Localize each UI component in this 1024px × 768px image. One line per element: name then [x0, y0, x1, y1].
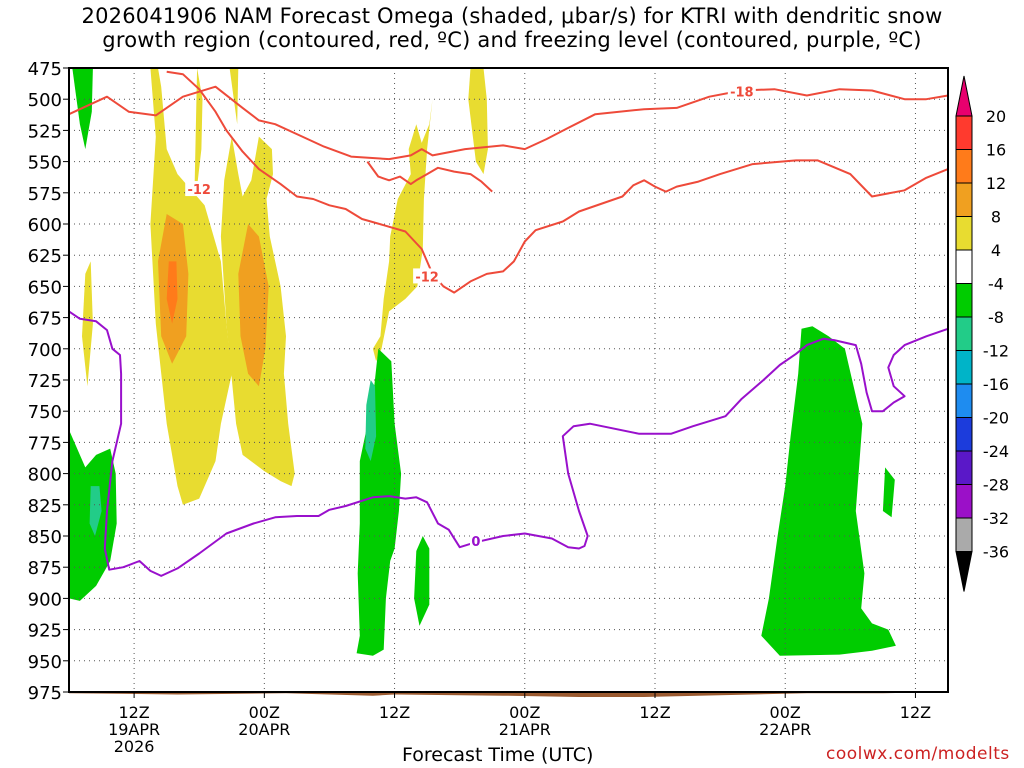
x-tick-label-6-2: 2026 — [114, 737, 155, 756]
contour-label-2: -12 — [415, 270, 439, 285]
colorbar-segment-7 — [955, 350, 973, 385]
colorbar-segment-4 — [955, 249, 973, 284]
x-tick-label-54-0: 12Z — [639, 703, 670, 722]
omega-region-orange-9 — [166, 261, 178, 324]
y-tick-label-925: 925 — [28, 621, 62, 642]
chart-title-line1: 2026041906 NAM Forecast Omega (shaded, μ… — [81, 4, 943, 28]
colorbar-segment-11 — [955, 484, 973, 519]
grid-lines — [69, 67, 948, 693]
contour-label-0: -18 — [730, 86, 754, 101]
ground-fill — [69, 692, 948, 697]
omega-region-yellow-2 — [229, 68, 239, 125]
omega-region-teal-12 — [89, 486, 102, 536]
y-tick-label-500: 500 — [28, 90, 62, 111]
y-tick-label-875: 875 — [28, 558, 62, 579]
y-tick-label-725: 725 — [28, 371, 62, 392]
colorbar-label-13: -36 — [983, 543, 1009, 562]
contour-red-2 — [366, 161, 493, 193]
omega-region-yellow-4 — [82, 261, 93, 387]
colorbar-segment-8 — [955, 383, 973, 418]
omega-shading — [69, 68, 896, 656]
y-tick-label-825: 825 — [28, 496, 62, 517]
omega-region-green-17 — [882, 467, 895, 518]
y-tick-label-775: 775 — [28, 433, 62, 454]
credit-link[interactable]: coolwx.com/modelts — [826, 744, 1010, 764]
omega-region-orange_light-8 — [238, 224, 269, 387]
colorbar-segment-12 — [955, 517, 973, 552]
contour-purple-3 — [68, 310, 949, 577]
y-tick-label-850: 850 — [28, 527, 62, 548]
contour-lines: -18 -12 -12 0 — [68, 70, 949, 577]
omega-region-yellow-6 — [468, 68, 488, 175]
contour-label-bg-0 — [727, 83, 756, 99]
omega-region-green-13 — [356, 348, 402, 656]
omega-region-yellow-0 — [150, 68, 232, 505]
contour-label-bg-1 — [185, 181, 214, 197]
colorbar: 20 16 12 8 4 -4 -8 -12 -16 -20 -24 -28 -32 -36 — [955, 75, 1009, 592]
colorbar-top-arrow — [955, 75, 973, 117]
colorbar-label-0: 20 — [986, 107, 1006, 126]
y-tick-label-600: 600 — [28, 215, 62, 236]
y-tick-label-675: 675 — [28, 309, 62, 330]
colorbar-label-1: 16 — [986, 141, 1006, 160]
x-axis-title: Forecast Time (UTC) — [402, 744, 594, 766]
colorbar-label-6: -8 — [988, 308, 1004, 327]
colorbar-segment-2 — [955, 182, 973, 217]
y-tick-label-700: 700 — [28, 340, 62, 361]
chart-title-line2: growth region (contoured, red, ºC) and f… — [102, 28, 922, 52]
omega-region-teal-14 — [365, 380, 377, 462]
colorbar-segment-3 — [955, 216, 973, 251]
colorbar-label-5: -4 — [988, 275, 1004, 294]
y-tick-label-575: 575 — [28, 184, 62, 205]
colorbar-segment-9 — [955, 417, 973, 452]
omega-region-green-15 — [414, 536, 430, 626]
contour-label-bg-2 — [413, 268, 442, 284]
y-tick-label-950: 950 — [28, 652, 62, 673]
colorbar-label-11: -28 — [983, 476, 1009, 495]
x-tick-label-18-1: 20APR — [238, 720, 290, 739]
colorbar-label-8: -16 — [983, 375, 1009, 394]
x-tick-label-42-1: 21APR — [499, 720, 551, 739]
colorbar-segment-1 — [955, 149, 973, 184]
x-tick-label-6-1: 19APR — [108, 720, 160, 739]
colorbar-bottom-arrow — [955, 551, 973, 592]
colorbar-segment-10 — [955, 450, 973, 485]
y-tick-label-750: 750 — [28, 402, 62, 423]
colorbar-segment-5 — [955, 283, 973, 318]
contour-label-1: -12 — [187, 183, 211, 198]
contour-red-1 — [166, 70, 949, 294]
colorbar-label-4: 4 — [991, 241, 1001, 260]
chart-title: 2026041906 NAM Forecast Omega (shaded, μ… — [0, 4, 1024, 52]
colorbar-segment-6 — [955, 316, 973, 351]
y-tick-label-550: 550 — [28, 153, 62, 174]
y-tick-label-975: 975 — [28, 683, 62, 704]
colorbar-label-2: 12 — [986, 174, 1006, 193]
x-tick-label-42-0: 00Z — [509, 703, 540, 722]
x-tick-label-30-0: 12Z — [379, 703, 410, 722]
colorbar-label-12: -32 — [983, 509, 1009, 528]
x-tick-label-6-0: 12Z — [118, 703, 149, 722]
x-tick-label-66-1: 22APR — [759, 720, 811, 739]
contour-red-0 — [68, 85, 949, 161]
axes: 475 500 525 550 575 600 625 650 675 700 725 750 775 8… — [28, 59, 931, 756]
colorbar-segment-0 — [955, 115, 973, 150]
y-tick-label-625: 625 — [28, 246, 62, 267]
y-tick-label-525: 525 — [28, 121, 62, 142]
y-tick-label-800: 800 — [28, 465, 62, 486]
x-tick-label-18-0: 00Z — [249, 703, 280, 722]
y-tick-label-900: 900 — [28, 589, 62, 610]
contour-label-3: 0 — [471, 535, 480, 550]
y-tick-label-650: 650 — [28, 277, 62, 298]
colorbar-label-9: -20 — [983, 409, 1009, 428]
colorbar-label-3: 8 — [991, 208, 1001, 227]
colorbar-label-7: -12 — [983, 342, 1009, 361]
y-tick-label-475: 475 — [28, 59, 62, 80]
ground-layer — [69, 692, 948, 697]
omega-region-green-16 — [761, 326, 896, 656]
x-tick-label-78-0: 12Z — [900, 703, 931, 722]
x-tick-label-66-0: 00Z — [770, 703, 801, 722]
colorbar-label-10: -24 — [983, 442, 1009, 461]
contour-label-bg-3 — [469, 532, 482, 548]
